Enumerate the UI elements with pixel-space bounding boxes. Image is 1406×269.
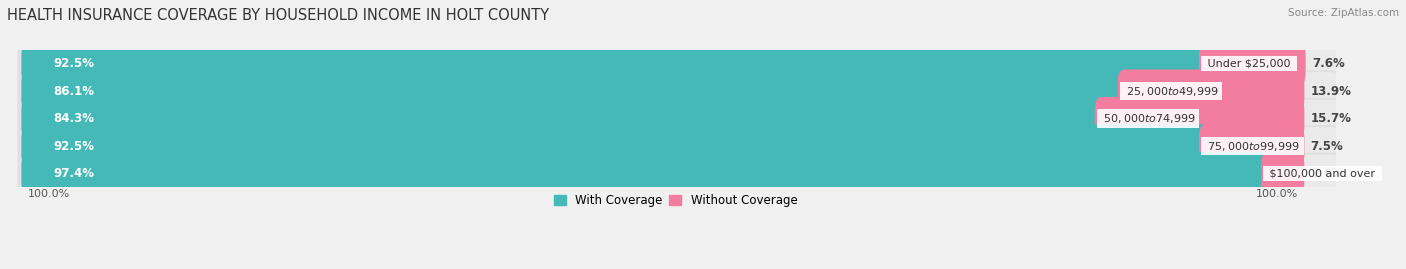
Text: 84.3%: 84.3% (53, 112, 94, 125)
Text: $50,000 to $74,999: $50,000 to $74,999 (1099, 112, 1197, 125)
Text: 13.9%: 13.9% (1310, 85, 1351, 98)
FancyBboxPatch shape (21, 42, 1209, 86)
FancyBboxPatch shape (1118, 69, 1305, 113)
Text: 100.0%: 100.0% (1256, 189, 1298, 199)
FancyBboxPatch shape (21, 69, 1128, 113)
FancyBboxPatch shape (17, 153, 1340, 194)
FancyBboxPatch shape (1199, 125, 1305, 168)
Text: 15.7%: 15.7% (1310, 112, 1351, 125)
Text: $100,000 and over: $100,000 and over (1267, 169, 1379, 179)
Text: 97.4%: 97.4% (53, 167, 94, 180)
Legend: With Coverage, Without Coverage: With Coverage, Without Coverage (548, 189, 803, 212)
FancyBboxPatch shape (21, 155, 1337, 193)
Text: 2.6%: 2.6% (1310, 167, 1344, 180)
Text: Under $25,000: Under $25,000 (1204, 59, 1294, 69)
Text: $75,000 to $99,999: $75,000 to $99,999 (1204, 140, 1301, 153)
FancyBboxPatch shape (17, 98, 1340, 140)
FancyBboxPatch shape (1261, 152, 1305, 195)
Text: 100.0%: 100.0% (28, 189, 70, 199)
FancyBboxPatch shape (17, 43, 1340, 85)
Text: 92.5%: 92.5% (53, 57, 94, 70)
FancyBboxPatch shape (17, 70, 1340, 112)
FancyBboxPatch shape (21, 152, 1271, 195)
Text: 92.5%: 92.5% (53, 140, 94, 153)
Text: HEALTH INSURANCE COVERAGE BY HOUSEHOLD INCOME IN HOLT COUNTY: HEALTH INSURANCE COVERAGE BY HOUSEHOLD I… (7, 8, 550, 23)
FancyBboxPatch shape (21, 45, 1337, 83)
Text: 7.5%: 7.5% (1310, 140, 1344, 153)
FancyBboxPatch shape (21, 127, 1337, 165)
FancyBboxPatch shape (17, 125, 1340, 167)
FancyBboxPatch shape (1095, 97, 1305, 140)
Text: 7.6%: 7.6% (1312, 57, 1344, 70)
FancyBboxPatch shape (21, 100, 1337, 138)
FancyBboxPatch shape (21, 72, 1337, 110)
Text: $25,000 to $49,999: $25,000 to $49,999 (1123, 85, 1219, 98)
Text: 86.1%: 86.1% (53, 85, 94, 98)
Text: Source: ZipAtlas.com: Source: ZipAtlas.com (1288, 8, 1399, 18)
FancyBboxPatch shape (21, 125, 1209, 168)
FancyBboxPatch shape (1199, 42, 1306, 86)
FancyBboxPatch shape (21, 97, 1105, 140)
